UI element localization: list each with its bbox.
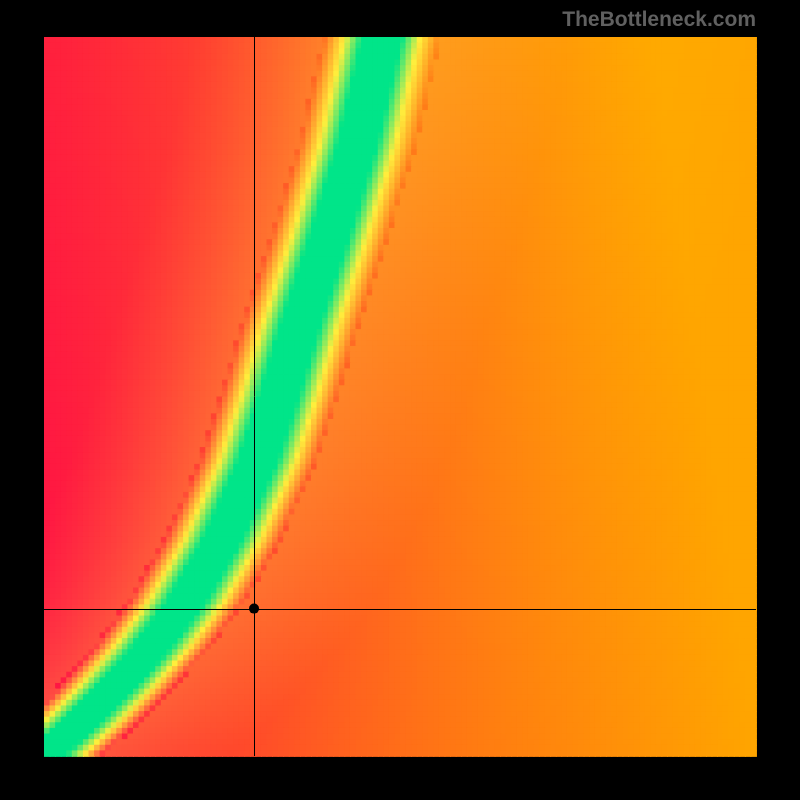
bottleneck-heatmap <box>0 0 800 800</box>
chart-container: TheBottleneck.com <box>0 0 800 800</box>
watermark-text: TheBottleneck.com <box>562 8 756 32</box>
